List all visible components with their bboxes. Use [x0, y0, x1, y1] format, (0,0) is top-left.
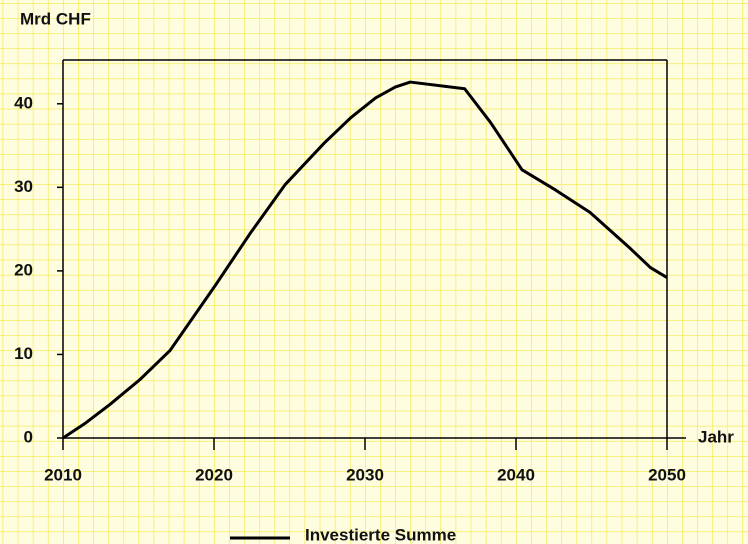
x-tick-label: 2040 [497, 465, 535, 484]
x-tick-label: 2020 [195, 465, 233, 484]
line [62, 80, 668, 440]
y-tick-label: 40 [14, 93, 33, 112]
y-tick-label: 10 [14, 344, 33, 363]
x-tick-label: 2030 [346, 465, 384, 484]
y-tick-label: 20 [14, 260, 33, 279]
x-axis-label: Jahr [698, 427, 734, 446]
y-tick-label: 0 [24, 427, 33, 446]
y-axis-label: Mrd CHF [20, 9, 91, 28]
y-tick-label: 30 [14, 177, 33, 196]
x-tick-label: 2050 [648, 465, 686, 484]
legend-label: Investierte Summe [305, 525, 456, 544]
x-tick-label: 2010 [44, 465, 82, 484]
